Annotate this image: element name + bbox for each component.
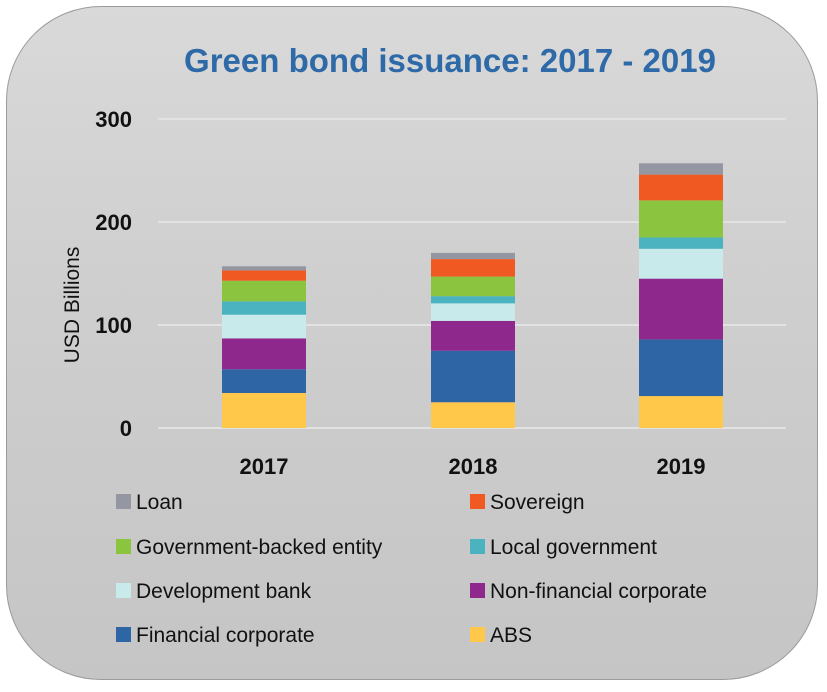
legend-swatch (470, 583, 485, 598)
legend-swatch (116, 494, 131, 509)
chart-title: Green bond issuance: 2017 - 2019 (184, 42, 716, 79)
legend-swatch (116, 583, 131, 598)
bar-segment-abs-2018 (431, 402, 515, 428)
bar-segment-sovereign-2017 (222, 270, 306, 281)
legend-label: Non-financial corporate (490, 580, 707, 603)
y-tick-label: 200 (95, 210, 132, 235)
bar-segment-government-backed-entity-2017 (222, 280, 306, 302)
bar-stack-2018 (431, 252, 515, 428)
legend-item-loan: Loan (116, 491, 183, 514)
legend-item-government-backed-entity: Government-backed entity (116, 536, 383, 559)
y-tick-label: 100 (95, 313, 132, 338)
bar-segment-local-government-2018 (431, 296, 515, 304)
legend-swatch (116, 627, 131, 642)
legend-item-non-financial-corporate: Non-financial corporate (470, 580, 707, 603)
bar-segment-loan-2018 (431, 252, 515, 260)
legend-swatch (470, 494, 485, 509)
y-tick-label: 300 (95, 107, 132, 132)
legend-label: Loan (136, 491, 183, 514)
x-tick-label: 2018 (449, 454, 498, 479)
x-axis-ticks: 2017 2018 2019 (240, 454, 706, 479)
bar-segment-non-financial-corporate-2019 (639, 278, 723, 340)
legend-item-financial-corporate: Financial corporate (116, 624, 315, 647)
x-tick-label: 2019 (657, 454, 706, 479)
legend-label: Financial corporate (136, 624, 315, 647)
bar-segment-financial-corporate-2019 (639, 339, 723, 397)
legend-swatch (470, 539, 485, 554)
bar-segment-sovereign-2018 (431, 259, 515, 277)
legend-swatch (116, 539, 131, 554)
legend-swatch (470, 627, 485, 642)
bar-segment-financial-corporate-2017 (222, 369, 306, 393)
bars (222, 163, 723, 428)
legend: Loan Sovereign Government-backed entity Loc… (116, 491, 707, 647)
legend-item-sovereign: Sovereign (470, 491, 585, 514)
bar-segment-non-financial-corporate-2017 (222, 338, 306, 370)
x-tick-label: 2017 (240, 454, 289, 479)
legend-item-local-government: Local government (470, 536, 657, 559)
bar-segment-government-backed-entity-2018 (431, 276, 515, 297)
bar-segment-loan-2017 (222, 266, 306, 271)
bar-segment-development-bank-2018 (431, 303, 515, 321)
bar-segment-sovereign-2019 (639, 174, 723, 201)
bar-stack-2019 (639, 163, 723, 428)
bar-segment-abs-2019 (639, 396, 723, 428)
bar-segment-abs-2017 (222, 392, 306, 428)
y-tick-label: 0 (120, 416, 132, 441)
bar-segment-development-bank-2017 (222, 314, 306, 339)
bar-segment-non-financial-corporate-2018 (431, 320, 515, 351)
legend-item-development-bank: Development bank (116, 580, 312, 603)
bar-segment-development-bank-2019 (639, 248, 723, 279)
bar-segment-loan-2019 (639, 163, 723, 175)
legend-label: ABS (490, 624, 532, 647)
y-axis-label: USD Billions (61, 247, 84, 364)
legend-label: Local government (490, 536, 657, 559)
legend-label: Development bank (136, 580, 312, 603)
bar-segment-government-backed-entity-2019 (639, 200, 723, 238)
legend-item-abs: ABS (470, 624, 532, 647)
bar-stack-2017 (222, 266, 306, 428)
legend-label: Government-backed entity (136, 536, 383, 559)
legend-label: Sovereign (490, 491, 585, 514)
bar-segment-local-government-2019 (639, 237, 723, 249)
bar-segment-local-government-2017 (222, 301, 306, 315)
bar-segment-financial-corporate-2018 (431, 350, 515, 403)
y-axis-ticks: 0 100 200 300 (95, 107, 132, 441)
